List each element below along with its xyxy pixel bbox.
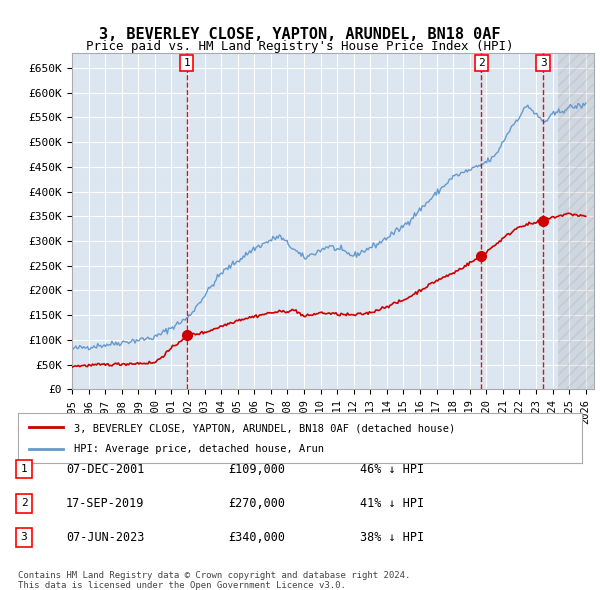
Text: 07-DEC-2001: 07-DEC-2001 <box>66 463 145 476</box>
Text: 07-JUN-2023: 07-JUN-2023 <box>66 531 145 544</box>
Text: 41% ↓ HPI: 41% ↓ HPI <box>360 497 424 510</box>
Text: 3: 3 <box>20 533 28 542</box>
Text: Price paid vs. HM Land Registry's House Price Index (HPI): Price paid vs. HM Land Registry's House … <box>86 40 514 53</box>
Text: Contains HM Land Registry data © Crown copyright and database right 2024.: Contains HM Land Registry data © Crown c… <box>18 571 410 580</box>
Text: 2: 2 <box>478 58 485 68</box>
Text: 2: 2 <box>20 499 28 508</box>
Text: 3, BEVERLEY CLOSE, YAPTON, ARUNDEL, BN18 0AF (detached house): 3, BEVERLEY CLOSE, YAPTON, ARUNDEL, BN18… <box>74 423 455 433</box>
Text: £340,000: £340,000 <box>228 531 285 544</box>
Text: 3: 3 <box>540 58 547 68</box>
Text: 3, BEVERLEY CLOSE, YAPTON, ARUNDEL, BN18 0AF: 3, BEVERLEY CLOSE, YAPTON, ARUNDEL, BN18… <box>99 27 501 41</box>
Text: This data is licensed under the Open Government Licence v3.0.: This data is licensed under the Open Gov… <box>18 581 346 590</box>
Text: HPI: Average price, detached house, Arun: HPI: Average price, detached house, Arun <box>74 444 325 454</box>
Text: 17-SEP-2019: 17-SEP-2019 <box>66 497 145 510</box>
Text: £109,000: £109,000 <box>228 463 285 476</box>
Text: 1: 1 <box>183 58 190 68</box>
Text: 46% ↓ HPI: 46% ↓ HPI <box>360 463 424 476</box>
Text: 38% ↓ HPI: 38% ↓ HPI <box>360 531 424 544</box>
Text: £270,000: £270,000 <box>228 497 285 510</box>
Text: 1: 1 <box>20 464 28 474</box>
